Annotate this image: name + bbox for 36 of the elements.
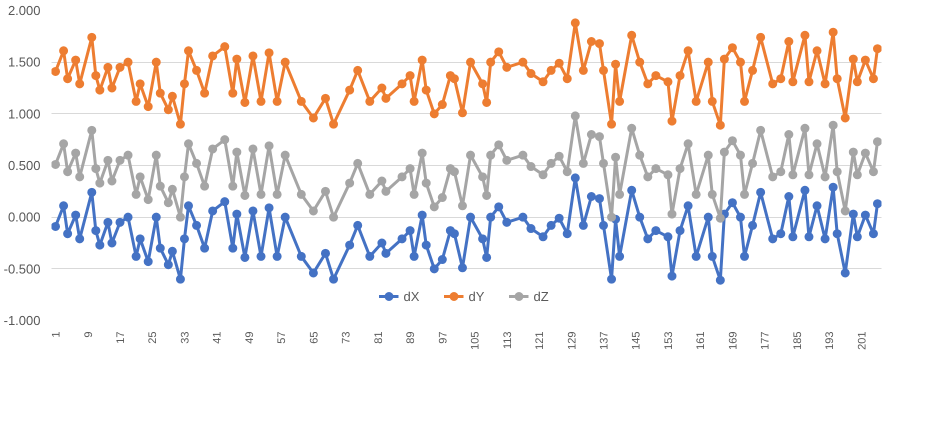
x-tick-label: 105 bbox=[470, 331, 482, 350]
legend-label: dY bbox=[468, 288, 486, 304]
x-tick-label: 25 bbox=[147, 331, 160, 344]
x-tick-label: 33 bbox=[179, 331, 192, 344]
x-tick-label: 177 bbox=[760, 331, 772, 350]
y-tick-label: -0.500 bbox=[4, 261, 41, 276]
x-tick-label: 57 bbox=[276, 331, 288, 344]
x-tick-label: 137 bbox=[598, 331, 610, 350]
y-tick-label: 0.000 bbox=[8, 210, 41, 225]
x-tick-label: 49 bbox=[244, 331, 256, 344]
x-tick-label: 73 bbox=[340, 331, 353, 344]
x-tick-label: 81 bbox=[372, 331, 385, 344]
y-tick-label: 0.500 bbox=[8, 158, 41, 173]
x-tick-label: 113 bbox=[502, 331, 514, 350]
x-tick-label: 145 bbox=[630, 331, 643, 350]
legend-label: dX bbox=[404, 288, 420, 304]
y-tick-label: 1.500 bbox=[8, 54, 41, 70]
x-tick-label: 41 bbox=[212, 331, 224, 344]
x-tick-label: 161 bbox=[695, 331, 708, 350]
x-tick-label: 185 bbox=[792, 331, 804, 350]
x-tick-label: 17 bbox=[114, 331, 127, 344]
x-tick-label: 121 bbox=[534, 331, 546, 350]
y-tick-label: 2.000 bbox=[8, 3, 41, 18]
x-tick-label: 97 bbox=[437, 331, 450, 344]
x-tick-label: 89 bbox=[405, 331, 418, 344]
x-tick-label: 65 bbox=[308, 331, 320, 344]
y-tick-label: -1.000 bbox=[4, 313, 41, 328]
x-tick-label: 153 bbox=[662, 331, 675, 350]
x-tick-label: 201 bbox=[856, 331, 868, 350]
x-tick-label: 1 bbox=[50, 331, 63, 338]
x-tick-label: 9 bbox=[82, 331, 95, 338]
x-tick-label: 169 bbox=[727, 331, 740, 350]
x-tick-label: 129 bbox=[566, 331, 578, 350]
x-tick-label: 193 bbox=[824, 331, 836, 350]
legend-label: dZ bbox=[534, 288, 550, 304]
y-tick-label: 1.000 bbox=[8, 106, 41, 122]
